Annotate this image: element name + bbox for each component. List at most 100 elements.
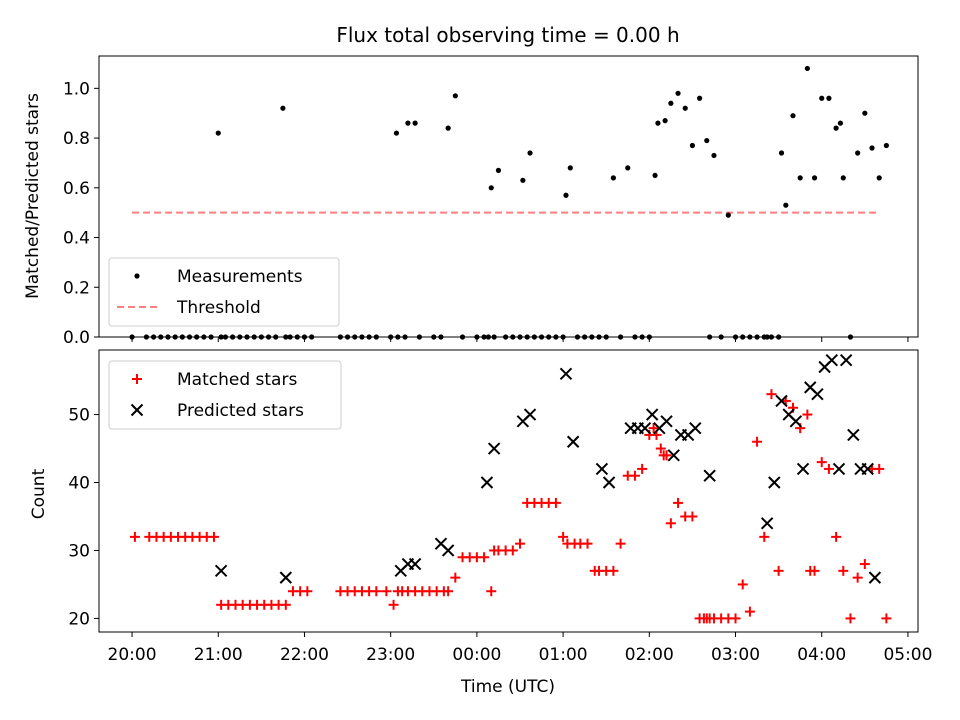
x-tick-label: 20:00 (108, 645, 157, 665)
marker-stroke (861, 462, 874, 476)
legend-label: Threshold (176, 298, 261, 318)
x-tick-label: 00:00 (452, 645, 501, 665)
measurement-point (452, 93, 458, 99)
matched-star-point (450, 572, 461, 583)
marker-stroke (775, 394, 788, 408)
measurement-point (869, 145, 875, 151)
x-tick-label: 04:00 (797, 645, 846, 665)
marker-stroke (279, 571, 292, 584)
measurement-point (855, 150, 861, 156)
measurement-point (445, 125, 451, 131)
measurement-point (563, 192, 569, 198)
legend-frame (108, 257, 340, 327)
matched-star-point (302, 586, 313, 597)
measurement-point (704, 137, 710, 144)
y-tick-label: 20 (68, 609, 90, 629)
y-tick-label: 0.0 (63, 328, 90, 348)
matched-star-point (838, 565, 849, 576)
matched-star-point (665, 518, 676, 529)
measurement-point (804, 65, 810, 72)
measurement-point (783, 202, 789, 208)
measurement-point (883, 142, 889, 149)
predicted-star-point (861, 462, 874, 476)
predicted-star-point (775, 394, 788, 408)
matched-star-point (558, 531, 569, 542)
predicted-star-point (789, 415, 803, 428)
matched-star-point (852, 572, 863, 583)
predicted-star-point (868, 571, 882, 584)
marker-stroke (559, 367, 573, 380)
matched-star-point (507, 545, 518, 556)
marker-stroke (789, 415, 803, 428)
matched-star-point (648, 423, 659, 434)
matched-star-point (388, 599, 399, 610)
measurement-point (725, 212, 731, 218)
predicted-star-point (811, 387, 824, 401)
legend-dot-icon (134, 273, 140, 279)
legend-label: Predicted stars (177, 401, 304, 421)
marker-stroke (804, 381, 817, 394)
y-tick-label: 50 (68, 406, 90, 426)
matched-star-point (881, 613, 892, 624)
measurement-point (811, 175, 818, 181)
matched-star-point (637, 463, 648, 474)
bottom-panel: 20 30 40 50 20:00 21:00 22:00 23:00 00:00 01:00 02… (68, 349, 932, 665)
matched-star-point (773, 565, 784, 576)
marker-stroke (847, 428, 860, 442)
measurement-point (697, 95, 703, 101)
legend-label: Matched stars (177, 370, 297, 390)
measurement-point (711, 152, 717, 159)
bottom-y-axis-label: Count (29, 468, 49, 519)
measurement-point (837, 120, 844, 126)
marker-stroke (408, 557, 422, 571)
matched-star-point (752, 436, 763, 447)
legend-label: Measurements (177, 267, 303, 287)
measurement-point (778, 150, 785, 156)
y-tick-label: 0.8 (63, 129, 90, 149)
marker-stroke (796, 462, 810, 476)
measurement-point (655, 120, 661, 126)
matched-star-point (744, 606, 755, 617)
measurement-point (527, 150, 533, 156)
marker-stroke (441, 544, 455, 557)
measurement-point (833, 125, 839, 131)
predicted-star-point (660, 415, 673, 428)
matched-star-point (486, 586, 497, 597)
matched-star-point (550, 497, 561, 508)
marker-stroke (660, 415, 673, 428)
y-tick-label: 0.2 (63, 278, 90, 298)
predicted-star-point (214, 564, 228, 578)
bottom-axes-frame (98, 349, 919, 633)
predicted-star-point (703, 469, 716, 482)
predicted-star-point (279, 571, 292, 584)
marker-stroke (602, 476, 616, 489)
measurement-point (393, 130, 400, 136)
predicted-star-point (839, 353, 853, 367)
x-tick-label: 03:00 (711, 645, 760, 665)
predicted-star-point (487, 442, 501, 455)
predicted-star-point (523, 408, 537, 421)
legend-frame (108, 360, 342, 430)
marker-stroke (566, 435, 580, 448)
matched-star-point (859, 559, 870, 570)
marker-stroke (832, 462, 846, 476)
measurement-point (876, 175, 882, 181)
marker-stroke (645, 408, 659, 421)
measurement-point (488, 185, 494, 191)
matched-star-point (280, 599, 291, 610)
matched-star-point (730, 613, 741, 624)
marker-stroke (868, 571, 882, 584)
x-tick-label: 05:00 (883, 645, 932, 665)
x-axis-label: Time (UTC) (460, 677, 555, 697)
matched-star-point (874, 463, 885, 474)
measurement-point (682, 105, 688, 111)
measurement-point (652, 172, 658, 178)
top-y-axis-label: Matched/Predicted stars (23, 93, 43, 299)
predicted-star-point (768, 476, 781, 489)
predicted-star-point (566, 435, 580, 448)
y-tick-label: 40 (68, 474, 90, 494)
x-tick-label: 22:00 (280, 645, 329, 665)
y-tick-label: 0.4 (63, 229, 90, 249)
matched-star-point (802, 409, 813, 420)
